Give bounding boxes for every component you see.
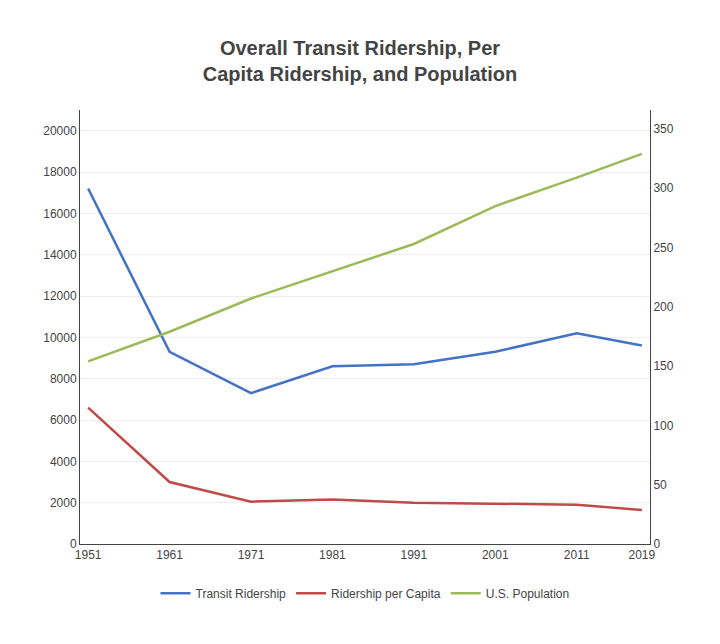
svg-text:150: 150: [653, 359, 673, 373]
svg-text:18000: 18000: [43, 165, 77, 179]
svg-text:U.S. Population: U.S. Population: [486, 587, 569, 601]
svg-text:0: 0: [70, 537, 77, 551]
svg-text:Transit Ridership: Transit Ridership: [196, 587, 287, 601]
svg-text:1981: 1981: [319, 548, 346, 562]
svg-text:6000: 6000: [50, 413, 77, 427]
svg-text:50: 50: [653, 478, 667, 492]
svg-text:8000: 8000: [50, 372, 77, 386]
svg-text:1991: 1991: [401, 548, 428, 562]
svg-text:300: 300: [653, 181, 673, 195]
svg-text:14000: 14000: [43, 248, 77, 262]
svg-text:2011: 2011: [564, 548, 590, 562]
svg-text:1971: 1971: [238, 548, 265, 562]
svg-text:1951: 1951: [75, 548, 102, 562]
svg-text:2001: 2001: [482, 548, 509, 562]
svg-text:100: 100: [653, 419, 673, 433]
svg-text:20000: 20000: [43, 124, 77, 138]
svg-text:350: 350: [653, 122, 673, 136]
svg-text:12000: 12000: [43, 289, 77, 303]
svg-text:250: 250: [653, 241, 673, 255]
svg-text:0: 0: [653, 537, 660, 551]
svg-text:2019: 2019: [629, 548, 656, 562]
svg-text:200: 200: [653, 300, 673, 314]
svg-text:16000: 16000: [43, 207, 77, 221]
svg-text:2000: 2000: [50, 496, 77, 510]
svg-text:1961: 1961: [156, 548, 183, 562]
svg-text:Overall Transit Ridership, Per: Overall Transit Ridership, PerCapita Rid…: [203, 37, 517, 85]
svg-text:4000: 4000: [50, 455, 77, 469]
svg-text:Ridership per Capita: Ridership per Capita: [331, 587, 441, 601]
svg-text:10000: 10000: [43, 331, 77, 345]
